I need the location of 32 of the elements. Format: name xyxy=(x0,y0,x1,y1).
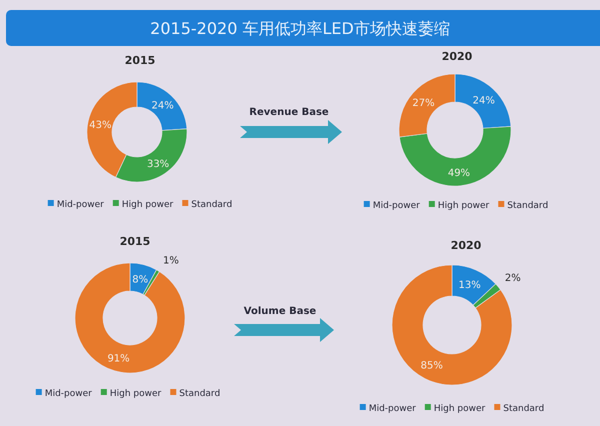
data-label: 43% xyxy=(89,120,112,131)
legend-label: Mid-power xyxy=(56,200,104,210)
chart-title: 2015 xyxy=(120,235,150,248)
legend-label: Standard xyxy=(191,200,232,210)
data-label: 1% xyxy=(163,255,179,266)
text: Volume Base xyxy=(244,306,316,317)
legend-label: Mid-power xyxy=(44,389,92,399)
data-label: 85% xyxy=(420,360,443,372)
data-label: 27% xyxy=(412,98,435,110)
text: Revenue Base xyxy=(249,107,329,118)
text: 2015-2020 车用低功率LED市场快速萎缩 xyxy=(150,19,450,38)
legend-label: Standard xyxy=(179,389,220,399)
legend-label: High power xyxy=(110,389,162,399)
legend-label: Standard xyxy=(503,404,544,414)
data-label: 13% xyxy=(458,280,481,292)
donut-slice xyxy=(74,262,186,374)
legend-label: Mid-power xyxy=(372,201,420,211)
chart-title: 2020 xyxy=(450,239,482,252)
data-label: 33% xyxy=(146,159,170,170)
legend-label: High power xyxy=(434,404,486,414)
legend-label: High power xyxy=(122,200,174,210)
data-label: 2% xyxy=(504,272,521,284)
legend-label: Mid-power xyxy=(368,404,416,414)
data-label: 91% xyxy=(107,353,130,364)
data-label: 24% xyxy=(152,100,174,112)
legend-label: High power xyxy=(438,201,490,211)
data-label: 8% xyxy=(132,274,148,286)
chart-title: 2015 xyxy=(124,54,156,67)
chart-title: 2020 xyxy=(442,50,473,63)
data-label: 49% xyxy=(448,168,470,179)
legend-label: Standard xyxy=(507,201,548,211)
data-label: 24% xyxy=(472,95,495,106)
